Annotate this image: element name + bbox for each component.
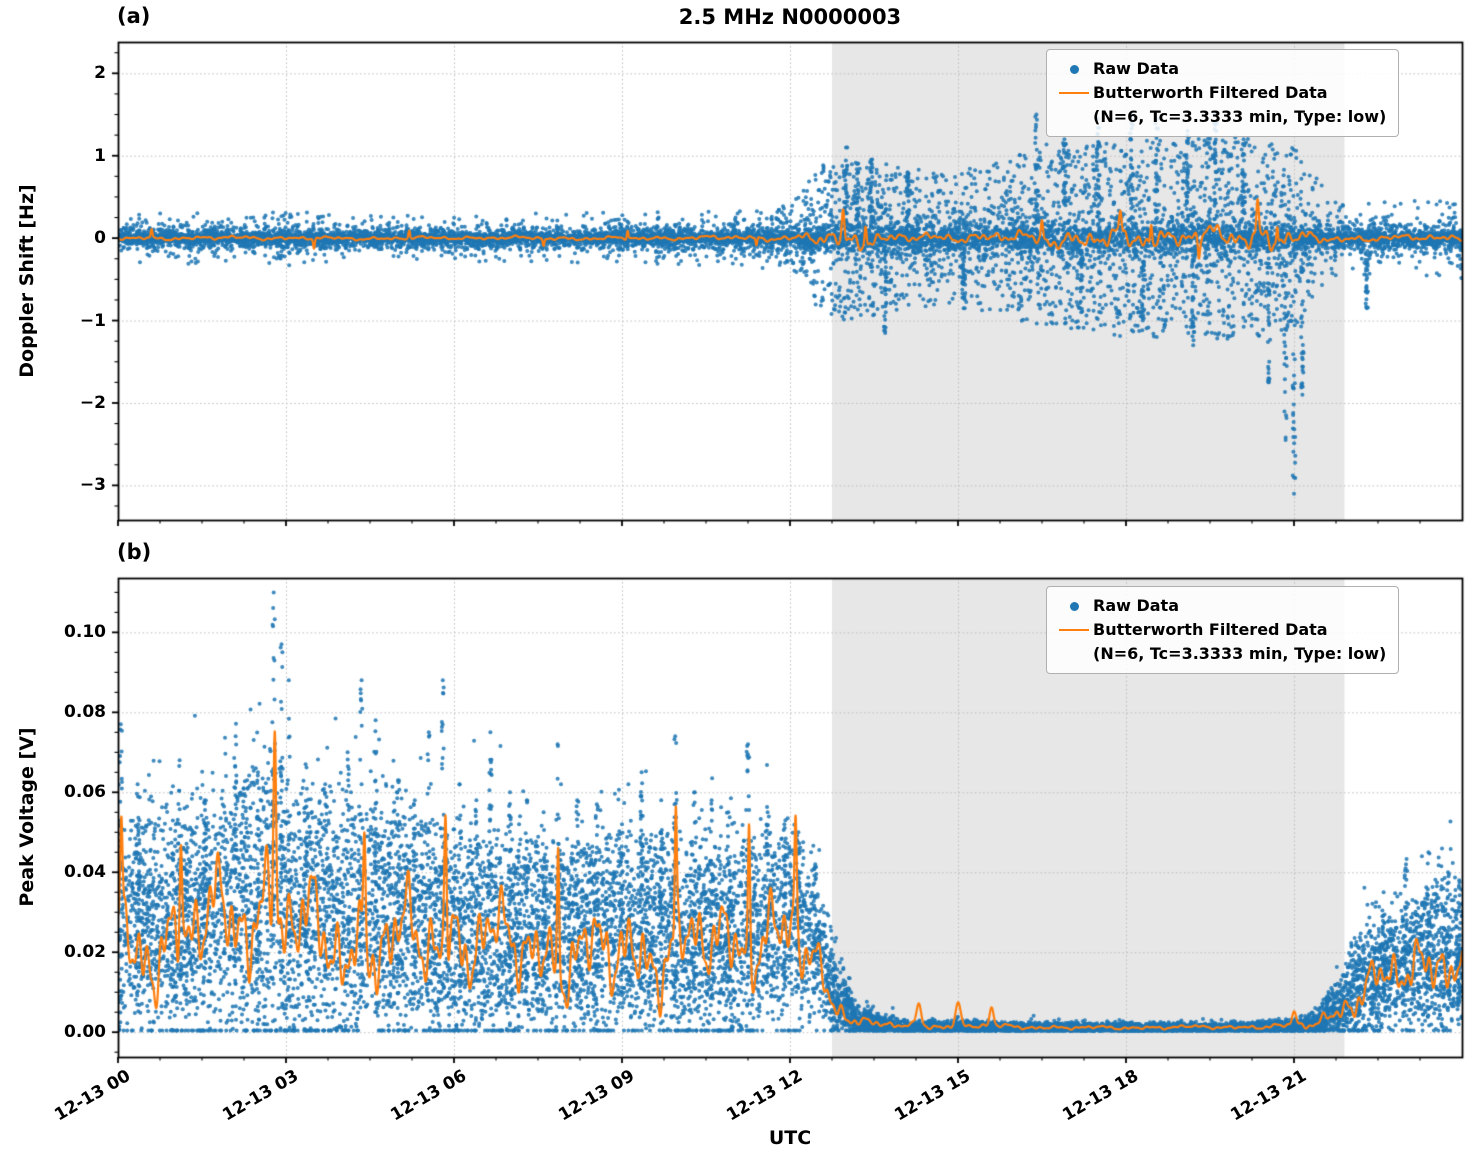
y-axis-label-b: Peak Voltage [V] bbox=[16, 727, 38, 907]
filtered-line-marker-wrap bbox=[1055, 629, 1093, 631]
y-tick-label: 1 bbox=[94, 145, 106, 166]
y-tick-label: 0.02 bbox=[64, 942, 106, 963]
y-tick-label: 0.04 bbox=[64, 862, 106, 883]
raw-data-marker-wrap bbox=[1055, 601, 1093, 611]
legend-a-raw-row: Raw Data bbox=[1055, 57, 1386, 81]
y-tick-label: 0.06 bbox=[64, 782, 106, 803]
legend-filtered-label: Butterworth Filtered Data bbox=[1093, 83, 1328, 102]
legend-filtered-sublabel: (N=6, Tc=3.3333 min, Type: low) bbox=[1093, 644, 1387, 663]
y-tick-label: −1 bbox=[79, 310, 106, 331]
y-tick-label: 0 bbox=[94, 228, 106, 249]
filtered-line-marker-wrap bbox=[1055, 92, 1093, 94]
y-axis-label-a: Doppler Shift [Hz] bbox=[16, 184, 38, 378]
raw-data-marker-wrap bbox=[1055, 64, 1093, 74]
legend-a-filtered-subrow: (N=6, Tc=3.3333 min, Type: low) bbox=[1055, 105, 1386, 129]
legend-a: Raw Data Butterworth Filtered Data (N=6,… bbox=[1046, 49, 1400, 137]
legend-b-filtered-subrow: (N=6, Tc=3.3333 min, Type: low) bbox=[1055, 642, 1386, 666]
y-tick-label: 0.00 bbox=[64, 1022, 106, 1043]
legend-a-filtered-row: Butterworth Filtered Data bbox=[1055, 81, 1386, 105]
y-tick-label: 0.08 bbox=[64, 702, 106, 723]
legend-b: Raw Data Butterworth Filtered Data (N=6,… bbox=[1046, 586, 1400, 674]
y-tick-label: −2 bbox=[79, 392, 106, 413]
filtered-line-icon bbox=[1059, 92, 1089, 94]
panel-b-label: (b) bbox=[117, 540, 152, 564]
chart-title: 2.5 MHz N0000003 bbox=[678, 5, 902, 29]
legend-raw-label: Raw Data bbox=[1093, 596, 1179, 615]
legend-filtered-sublabel: (N=6, Tc=3.3333 min, Type: low) bbox=[1093, 107, 1387, 126]
raw-data-dot-icon bbox=[1069, 64, 1079, 74]
legend-raw-label: Raw Data bbox=[1093, 59, 1179, 78]
y-tick-label: −3 bbox=[79, 475, 106, 496]
filtered-line-icon bbox=[1059, 629, 1089, 631]
legend-b-raw-row: Raw Data bbox=[1055, 594, 1386, 618]
raw-data-dot-icon bbox=[1069, 601, 1079, 611]
legend-filtered-label: Butterworth Filtered Data bbox=[1093, 620, 1328, 639]
y-tick-label: 2 bbox=[94, 63, 106, 84]
legend-b-filtered-row: Butterworth Filtered Data bbox=[1055, 618, 1386, 642]
panel-a-label: (a) bbox=[117, 4, 151, 28]
x-axis-label: UTC bbox=[768, 1127, 812, 1149]
y-tick-label: 0.10 bbox=[64, 622, 106, 643]
